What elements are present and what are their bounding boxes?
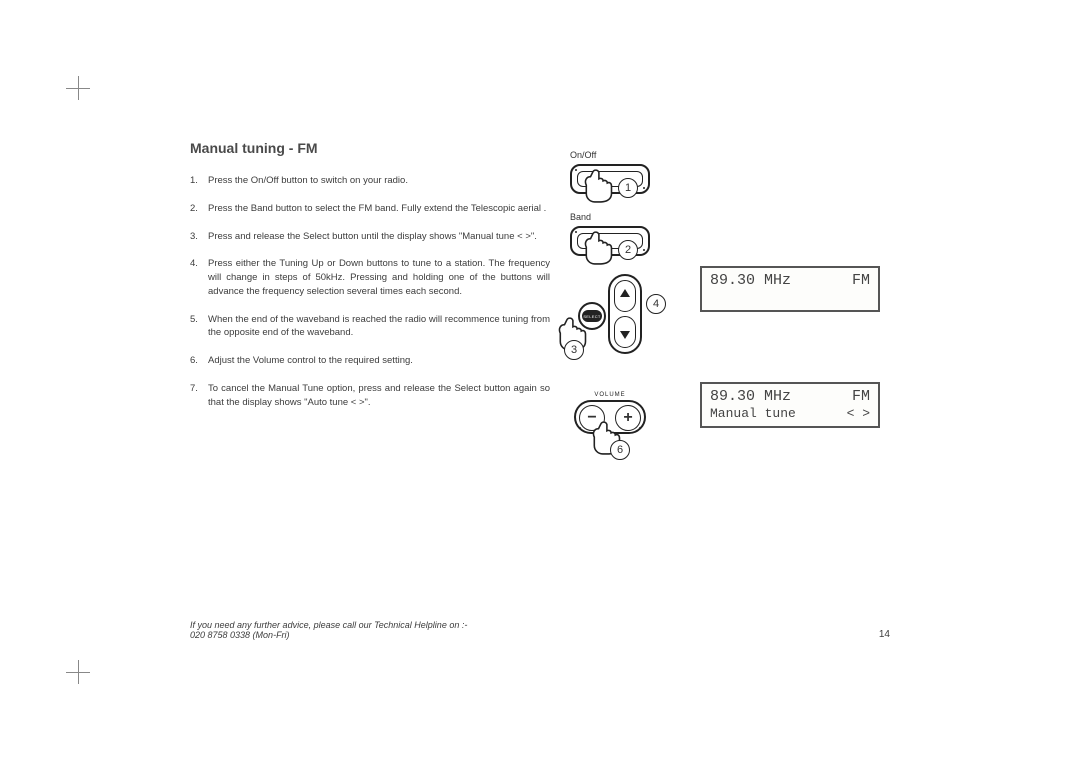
- lcd2-mode: Manual tune: [710, 406, 796, 421]
- lcd2-freq: 89.30 MHz: [710, 388, 791, 405]
- select-tune-diagram: SELECT 3 4: [570, 274, 680, 374]
- lcd1-freq: 89.30 MHz: [710, 272, 791, 289]
- lcd2-arrows: < >: [847, 406, 870, 421]
- helpline-text: If you need any further advice, please c…: [190, 620, 467, 630]
- step-7: 7.To cancel the Manual Tune option, pres…: [190, 382, 550, 410]
- helpline-number: 020 8758 0338 (Mon-Fri): [190, 630, 467, 640]
- lcd1-band: FM: [852, 272, 870, 289]
- steps-list: 1.Press the On/Off button to switch on y…: [190, 174, 550, 409]
- step-2: 2.Press the Band button to select the FM…: [190, 202, 550, 216]
- tuning-pill-icon: [608, 274, 642, 354]
- lcd-display-1: 89.30 MHz FM: [700, 266, 880, 312]
- hand-icon: [580, 162, 622, 204]
- diagram-column: On/Off 1 Band 2: [570, 150, 680, 452]
- callout-4: 4: [646, 294, 666, 314]
- hand-icon: [580, 224, 622, 266]
- step-1: 1.Press the On/Off button to switch on y…: [190, 174, 550, 188]
- callout-1: 1: [618, 178, 638, 198]
- step-3: 3.Press and release the Select button un…: [190, 230, 550, 244]
- onoff-diagram: On/Off 1: [570, 150, 680, 194]
- callout-2: 2: [618, 240, 638, 260]
- band-label: Band: [570, 212, 680, 222]
- step-5: 5.When the end of the waveband is reache…: [190, 313, 550, 341]
- page-footer: If you need any further advice, please c…: [190, 620, 890, 640]
- page-number: 14: [879, 629, 890, 640]
- callout-6: 6: [610, 440, 630, 460]
- step-6: 6.Adjust the Volume control to the requi…: [190, 354, 550, 368]
- page-title: Manual tuning - FM: [190, 140, 890, 156]
- lcd2-band: FM: [852, 388, 870, 405]
- lcd-display-2: 89.30 MHz FM Manual tune < >: [700, 382, 880, 428]
- callout-3: 3: [564, 340, 584, 360]
- onoff-label: On/Off: [570, 150, 680, 160]
- volume-diagram: VOLUME − + 6: [570, 392, 680, 434]
- band-diagram: Band 2: [570, 212, 680, 256]
- step-4: 4.Press either the Tuning Up or Down but…: [190, 257, 550, 298]
- volume-label: VOLUME: [570, 392, 650, 398]
